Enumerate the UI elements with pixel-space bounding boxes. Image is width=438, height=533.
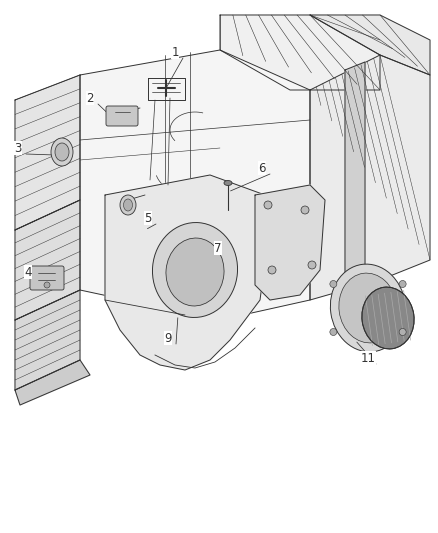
Polygon shape (255, 185, 325, 300)
Ellipse shape (362, 287, 414, 349)
Ellipse shape (264, 201, 272, 209)
Ellipse shape (268, 266, 276, 274)
FancyBboxPatch shape (106, 106, 138, 126)
Polygon shape (220, 15, 380, 90)
Ellipse shape (51, 138, 73, 166)
Text: 11: 11 (360, 351, 375, 365)
Polygon shape (105, 175, 270, 370)
Text: 4: 4 (24, 265, 32, 279)
Ellipse shape (55, 143, 69, 161)
Ellipse shape (330, 280, 337, 287)
Ellipse shape (339, 273, 397, 343)
Ellipse shape (166, 238, 224, 306)
FancyBboxPatch shape (30, 266, 64, 290)
Ellipse shape (44, 282, 50, 288)
Text: 3: 3 (14, 141, 22, 155)
Ellipse shape (330, 264, 406, 352)
Ellipse shape (301, 206, 309, 214)
Polygon shape (310, 15, 430, 75)
Ellipse shape (152, 223, 237, 318)
Ellipse shape (120, 195, 136, 215)
Ellipse shape (399, 280, 406, 287)
Polygon shape (15, 200, 80, 320)
Text: 5: 5 (144, 212, 152, 224)
Text: 2: 2 (86, 92, 94, 104)
Ellipse shape (308, 261, 316, 269)
Polygon shape (15, 360, 90, 405)
Text: 7: 7 (214, 241, 222, 254)
Polygon shape (15, 75, 80, 230)
Ellipse shape (124, 199, 133, 211)
Polygon shape (345, 62, 365, 290)
Ellipse shape (330, 328, 337, 335)
Ellipse shape (224, 181, 232, 185)
Polygon shape (310, 55, 430, 300)
Text: 9: 9 (164, 332, 172, 344)
Polygon shape (80, 50, 310, 320)
Text: 1: 1 (171, 45, 179, 59)
Polygon shape (15, 290, 80, 390)
Text: 6: 6 (258, 161, 266, 174)
Ellipse shape (399, 328, 406, 335)
